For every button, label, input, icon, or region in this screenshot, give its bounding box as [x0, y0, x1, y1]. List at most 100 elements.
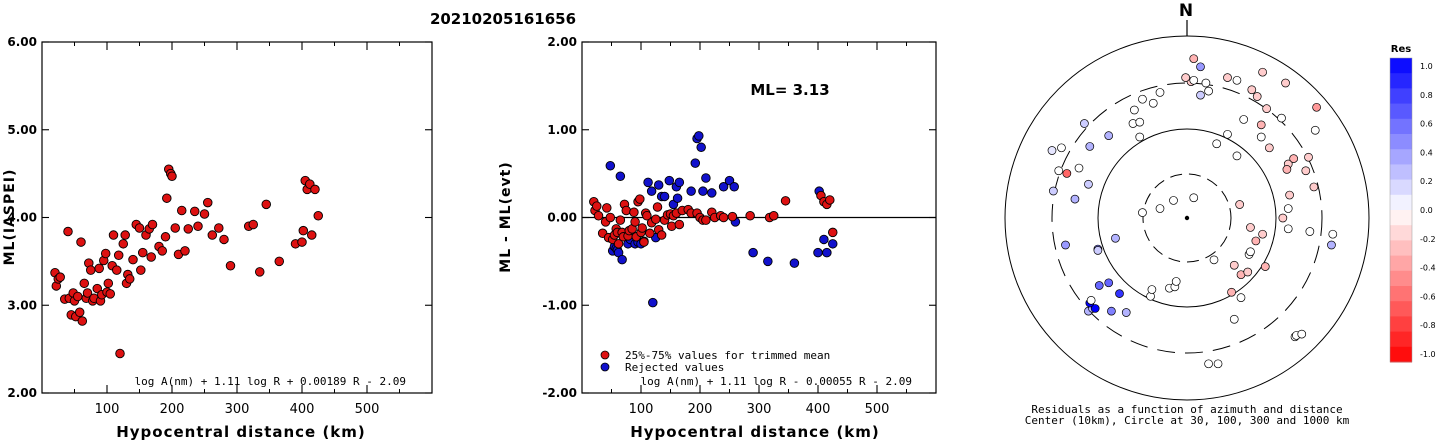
rejected-point [729, 182, 739, 192]
polar-outer-circle [1004, 35, 1370, 401]
legend-rejected-label: Rejected values [625, 361, 724, 374]
ml-point [147, 219, 158, 230]
ml-point [261, 199, 272, 210]
residual-point [1061, 240, 1070, 250]
colorbar-cell [1390, 58, 1412, 74]
residual-point [1232, 151, 1242, 161]
residual-point [1169, 196, 1178, 205]
residual-point [1121, 308, 1131, 317]
ml-point [82, 288, 93, 298]
ml-point [162, 193, 172, 203]
rejected-point [819, 234, 829, 245]
ml-point [310, 184, 320, 195]
colorbar-label: 0.8 [1420, 91, 1433, 100]
residual-point [1282, 165, 1292, 174]
x-tick-label: 200 [688, 402, 713, 417]
residual-point [1256, 120, 1266, 130]
rejected-point [694, 131, 704, 141]
colorbar-label: 1.0 [1420, 62, 1433, 71]
rejected-point [672, 193, 683, 203]
residual-point [1297, 329, 1307, 339]
colorbar-cell [1390, 164, 1412, 181]
polar-circle-30km [1142, 173, 1232, 263]
residual-point [1048, 186, 1058, 196]
residual-point [1062, 169, 1072, 178]
kept-point [652, 202, 663, 212]
residual-point [1093, 246, 1103, 255]
residual-point [1138, 208, 1147, 217]
colorbar-label: -0.2 [1420, 235, 1436, 244]
residual-point [1189, 75, 1199, 85]
colorbar-cell [1390, 240, 1412, 257]
colorbar-cell [1390, 301, 1412, 317]
kept-point [727, 211, 738, 222]
ml-point [55, 272, 65, 282]
ml-value: ML= 3.13 [750, 81, 829, 99]
residual-point [1232, 75, 1242, 85]
kept-point [630, 217, 640, 227]
residual-point [1236, 293, 1246, 302]
residual-point [1135, 132, 1145, 142]
colorbar-cell [1390, 210, 1412, 226]
ml-point [254, 267, 265, 277]
y-tick-label: -1.00 [542, 298, 577, 312]
middle-xlabel: Hypocentral distance (km) [630, 423, 880, 441]
rejected-point [686, 186, 696, 196]
residual-point [1204, 86, 1213, 96]
residual-point [1189, 193, 1199, 203]
ml-point [108, 230, 119, 240]
residual-point [1111, 233, 1120, 243]
colorbar-cell [1390, 118, 1412, 135]
residual-point [1289, 154, 1299, 163]
colorbar-cell [1390, 270, 1412, 287]
colorbar-cell [1390, 73, 1412, 89]
ml-point [225, 261, 236, 271]
ml-point [134, 223, 145, 233]
left-formula: log A(nm) + 1.11 log R + 0.00189 R - 2.0… [134, 375, 406, 388]
rejected-point [822, 247, 832, 258]
y-tick-label: -2.00 [542, 386, 577, 400]
residual-point [1305, 227, 1315, 236]
y-tick-label: 5.00 [7, 123, 37, 137]
residual-point [1129, 105, 1139, 115]
residual-point [1135, 117, 1145, 127]
y-tick-label: 4.00 [7, 211, 37, 225]
rejected-point [813, 247, 823, 258]
residual-point [1212, 139, 1222, 149]
ml-point [167, 171, 177, 182]
residual-point [1209, 255, 1219, 265]
colorbar-frame [1389, 57, 1413, 363]
kept-point [613, 239, 624, 249]
x-tick-label: 100 [629, 402, 654, 417]
colorbar-cell [1390, 88, 1412, 105]
x-tick-label: 500 [865, 402, 890, 417]
ml-point [180, 246, 190, 256]
residual-point [1246, 223, 1255, 232]
residual-point [1239, 115, 1249, 124]
middle-ylabel: ML - ML(evt) [498, 161, 514, 272]
polar-center [1184, 215, 1190, 221]
residual-point [1074, 163, 1084, 173]
residual-point [1181, 73, 1191, 82]
ml-point [170, 223, 180, 233]
kept-point [645, 228, 655, 239]
residual-point [1196, 90, 1205, 100]
kept-point [592, 201, 602, 211]
residual-point [1189, 54, 1199, 64]
ml-point [136, 265, 146, 275]
rejected-point [653, 180, 664, 190]
ml-point [124, 274, 135, 284]
residual-point [1047, 146, 1057, 155]
residual-point [1223, 73, 1232, 82]
rejected-point [696, 142, 706, 153]
colorbar-cell [1390, 179, 1412, 196]
ml-point [76, 237, 86, 247]
colorbar-cell [1390, 103, 1412, 120]
residual-point [1115, 289, 1124, 298]
residual-point [1085, 142, 1095, 151]
colorbar-label: -1.0 [1420, 350, 1436, 359]
kept-point [769, 210, 779, 221]
residual-point [1229, 260, 1239, 270]
polar-circle-300km [1051, 82, 1323, 354]
middle-panel: Hypocentral distance (km) ML - ML(evt) M… [498, 35, 937, 441]
